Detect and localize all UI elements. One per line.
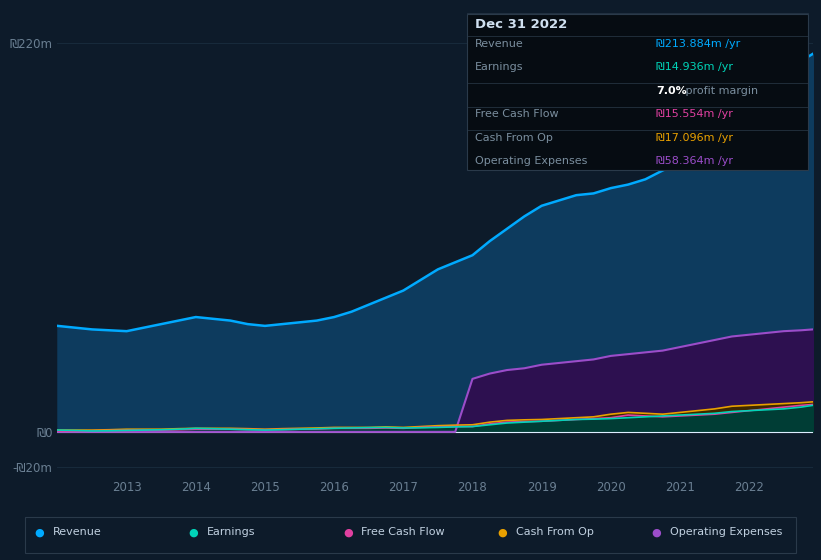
Text: Dec 31 2022: Dec 31 2022 xyxy=(475,18,567,31)
Text: Operating Expenses: Operating Expenses xyxy=(475,156,588,166)
Text: Revenue: Revenue xyxy=(53,528,101,537)
Text: ₪14.936m /yr: ₪14.936m /yr xyxy=(656,62,733,72)
Text: ₪58.364m /yr: ₪58.364m /yr xyxy=(656,156,733,166)
Text: Revenue: Revenue xyxy=(475,39,524,49)
Text: 7.0%: 7.0% xyxy=(656,86,686,96)
Text: ₪17.096m /yr: ₪17.096m /yr xyxy=(656,133,733,143)
Text: Free Cash Flow: Free Cash Flow xyxy=(475,109,559,119)
Text: ●: ● xyxy=(498,528,507,537)
Text: Operating Expenses: Operating Expenses xyxy=(670,528,782,537)
Text: ●: ● xyxy=(652,528,662,537)
Text: Earnings: Earnings xyxy=(207,528,255,537)
Text: profit margin: profit margin xyxy=(682,86,759,96)
Text: ●: ● xyxy=(189,528,199,537)
Text: Earnings: Earnings xyxy=(475,62,524,72)
Text: Cash From Op: Cash From Op xyxy=(475,133,553,143)
Text: ●: ● xyxy=(343,528,353,537)
Text: ₪213.884m /yr: ₪213.884m /yr xyxy=(656,39,741,49)
Text: Free Cash Flow: Free Cash Flow xyxy=(361,528,445,537)
Text: ₪15.554m /yr: ₪15.554m /yr xyxy=(656,109,733,119)
Text: Cash From Op: Cash From Op xyxy=(516,528,594,537)
Text: ●: ● xyxy=(34,528,44,537)
